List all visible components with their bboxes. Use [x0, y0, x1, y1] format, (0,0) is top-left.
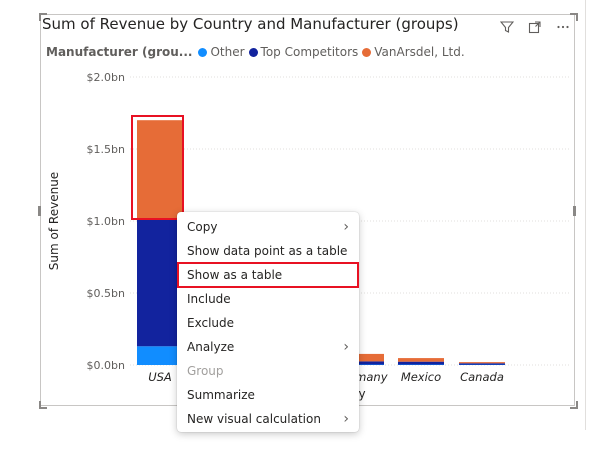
legend-label-vanarsdel: VanArsdel, Ltd.	[374, 45, 465, 59]
bar-segment	[338, 361, 384, 365]
x-tick-label: Mexico	[401, 370, 441, 384]
bar-segment	[137, 218, 183, 347]
legend-item-other[interactable]: Other	[198, 45, 245, 59]
visual-title: Sum of Revenue by Country and Manufactur…	[42, 15, 459, 33]
menu-item-new-visual-calculation-label: New visual calculation	[187, 412, 321, 426]
menu-item-analyze-label: Analyze	[187, 340, 235, 354]
menu-item-show-as-table-label: Show as a table	[187, 268, 283, 282]
bar-segment	[459, 362, 505, 364]
chevron-right-icon: ›	[343, 219, 349, 235]
bar-segment	[398, 361, 444, 365]
legend-dot-top-competitors	[248, 47, 258, 57]
bar-segment	[338, 353, 384, 362]
visual-border-top	[40, 14, 575, 15]
resize-handle-left[interactable]	[38, 206, 41, 216]
y-tick-label: $0.0bn	[87, 359, 125, 372]
visual-header-icons	[498, 18, 572, 36]
x-tick-label: Canada	[460, 370, 504, 384]
bar-segment	[398, 364, 444, 365]
chevron-right-icon: ›	[343, 411, 349, 427]
bar-segment	[137, 346, 183, 365]
y-axis-title: Sum of Revenue	[47, 172, 61, 270]
menu-item-new-visual-calculation[interactable]: New visual calculation ›	[177, 407, 359, 431]
resize-handle-bottom-right[interactable]	[570, 401, 578, 409]
x-tick-label: USA	[148, 370, 172, 384]
legend-item-vanarsdel[interactable]: VanArsdel, Ltd.	[362, 45, 465, 59]
legend-title: Manufacturer (grou...	[46, 45, 193, 59]
menu-item-include[interactable]: Include	[177, 287, 359, 311]
chevron-right-icon: ›	[343, 339, 349, 355]
menu-item-exclude[interactable]: Exclude	[177, 311, 359, 335]
y-tick-label: $2.0bn	[87, 71, 125, 84]
more-options-icon[interactable]	[554, 18, 572, 36]
legend-label-top-competitors: Top Competitors	[260, 45, 359, 59]
legend-dot-vanarsdel	[362, 47, 372, 57]
menu-item-exclude-label: Exclude	[187, 316, 235, 330]
menu-item-copy[interactable]: Copy ›	[177, 215, 359, 239]
menu-item-group: Group	[177, 359, 359, 383]
page-edge-divider	[585, 0, 586, 430]
menu-item-include-label: Include	[187, 292, 231, 306]
selected-segment-highlight	[131, 115, 184, 220]
show-as-table-highlight	[177, 262, 359, 288]
resize-handle-right[interactable]	[573, 206, 576, 216]
menu-item-group-label: Group	[187, 364, 224, 378]
bar-segment	[338, 364, 384, 365]
menu-item-copy-label: Copy	[187, 220, 218, 234]
resize-handle-bottom-left[interactable]	[39, 401, 47, 409]
chart-legend: Manufacturer (grou... Other Top Competit…	[46, 45, 469, 59]
legend-label-other: Other	[210, 45, 245, 59]
y-tick-label: $1.5bn	[87, 143, 125, 156]
resize-handle-top-right[interactable]	[570, 13, 578, 21]
menu-item-summarize-label: Summarize	[187, 388, 255, 402]
menu-item-analyze[interactable]: Analyze ›	[177, 335, 359, 359]
bar-segment	[398, 358, 444, 362]
legend-item-top-competitors[interactable]: Top Competitors	[248, 45, 359, 59]
y-tick-label: $1.0bn	[87, 215, 125, 228]
focus-mode-icon[interactable]	[526, 18, 544, 36]
menu-item-show-as-table[interactable]: Show as a table	[177, 263, 359, 287]
x-axis-title: y	[358, 387, 365, 401]
menu-item-show-data-point-as-table[interactable]: Show data point as a table	[177, 239, 359, 263]
legend-dot-other	[198, 47, 208, 57]
resize-handle-top-left[interactable]	[39, 13, 47, 21]
menu-item-show-data-point-as-table-label: Show data point as a table	[187, 244, 348, 258]
y-tick-label: $0.5bn	[87, 287, 125, 300]
menu-item-summarize[interactable]: Summarize	[177, 383, 359, 407]
bar-segment	[459, 363, 505, 365]
filter-icon[interactable]	[498, 18, 516, 36]
bar-segment	[137, 120, 183, 219]
context-menu: Copy › Show data point as a table Show a…	[177, 212, 359, 432]
